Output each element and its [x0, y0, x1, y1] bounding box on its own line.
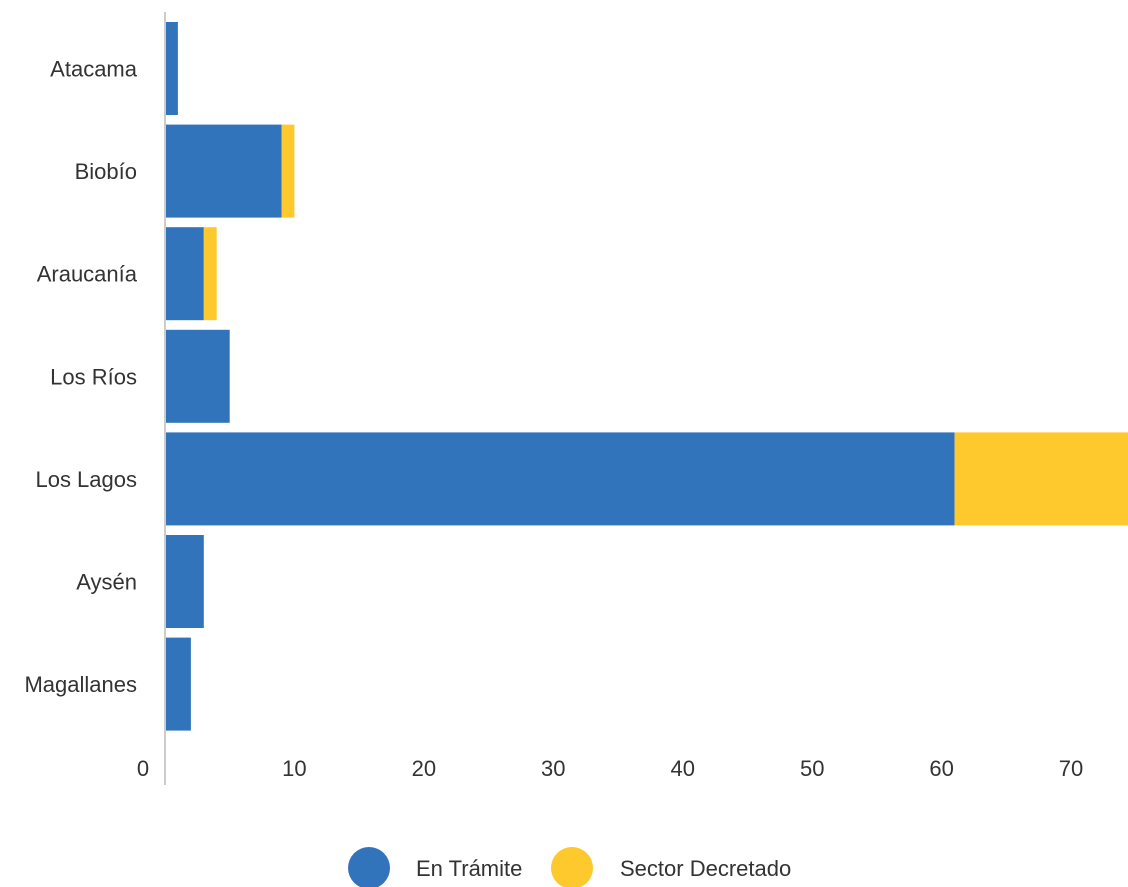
- category-label-magallanes: Magallanes: [24, 672, 137, 697]
- bar-sector-decretado-araucania[interactable]: [203, 227, 217, 321]
- x-tick-label-40: 40: [670, 756, 694, 781]
- category-label-los-lagos: Los Lagos: [35, 467, 137, 492]
- x-tick-label-0: 0: [137, 756, 149, 781]
- legend-layer: En Trámite Sector Decretado: [348, 847, 791, 887]
- bar-en-tramite-atacama[interactable]: [165, 22, 178, 115]
- bar-en-tramite-los-lagos[interactable]: [165, 432, 955, 526]
- category-label-araucania: Araucanía: [37, 262, 138, 287]
- x-tick-label-70: 70: [1059, 756, 1083, 781]
- bar-en-tramite-biobio[interactable]: [165, 124, 282, 218]
- legend-swatch-en-tramite[interactable]: [348, 847, 390, 887]
- x-tick-label-20: 20: [412, 756, 436, 781]
- axis-layer: Atacama Biobío Araucanía Los Ríos Los Lagos A…: [24, 12, 1083, 785]
- legend-label-en-tramite[interactable]: En Trámite: [416, 856, 522, 881]
- bar-en-tramite-magallanes[interactable]: [165, 637, 191, 731]
- bar-sector-decretado-los-lagos[interactable]: [954, 432, 1128, 526]
- legend-swatch-sector-decretado[interactable]: [551, 847, 593, 887]
- x-tick-label-60: 60: [929, 756, 953, 781]
- bar-en-tramite-los-rios[interactable]: [165, 329, 230, 423]
- bar-en-tramite-araucania[interactable]: [165, 227, 204, 321]
- bars-layer: [165, 22, 1128, 731]
- category-label-biobio: Biobío: [75, 159, 137, 184]
- legend-label-sector-decretado[interactable]: Sector Decretado: [620, 856, 791, 881]
- bar-en-tramite-aysen[interactable]: [165, 535, 204, 628]
- category-label-los-rios: Los Ríos: [50, 364, 137, 389]
- x-tick-label-50: 50: [800, 756, 824, 781]
- category-label-atacama: Atacama: [50, 57, 138, 82]
- category-label-aysen: Aysén: [76, 570, 137, 595]
- bar-sector-decretado-biobio[interactable]: [281, 124, 295, 218]
- x-tick-label-30: 30: [541, 756, 565, 781]
- x-tick-label-10: 10: [282, 756, 306, 781]
